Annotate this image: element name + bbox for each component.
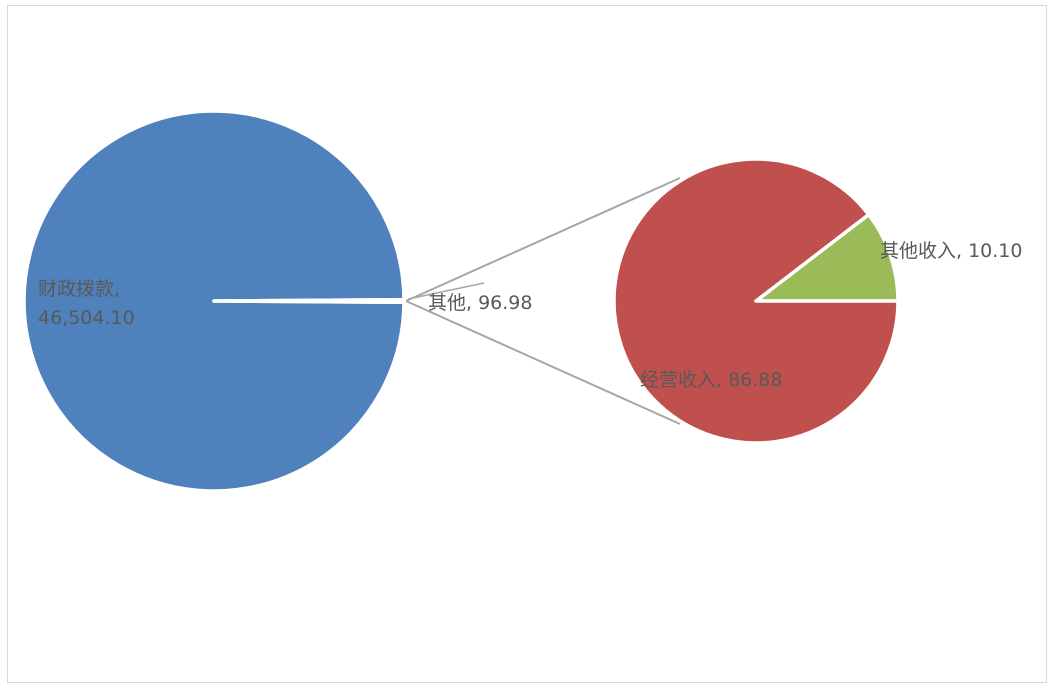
primary-pie (22, 109, 406, 493)
data-label-operating-income: 经营收入, 86.88 (640, 369, 782, 391)
secondary-pie (612, 157, 900, 445)
pie-slice-secondary-0 (754, 212, 900, 303)
data-label-fiscal-value: 46,504.10 (38, 307, 135, 329)
connector-bottom (405, 300, 681, 425)
data-label-other: 其他, 96.98 (428, 292, 532, 314)
data-label-other-income: 其他收入, 10.10 (880, 240, 1022, 262)
leader-line-other (407, 282, 485, 300)
connector-top (405, 177, 681, 302)
pie-slice-primary-1 (212, 298, 406, 304)
data-label-fiscal-line1: 财政拨款, (38, 278, 120, 300)
pie-slice-secondary-1 (612, 157, 900, 445)
connector-lines (405, 177, 681, 425)
